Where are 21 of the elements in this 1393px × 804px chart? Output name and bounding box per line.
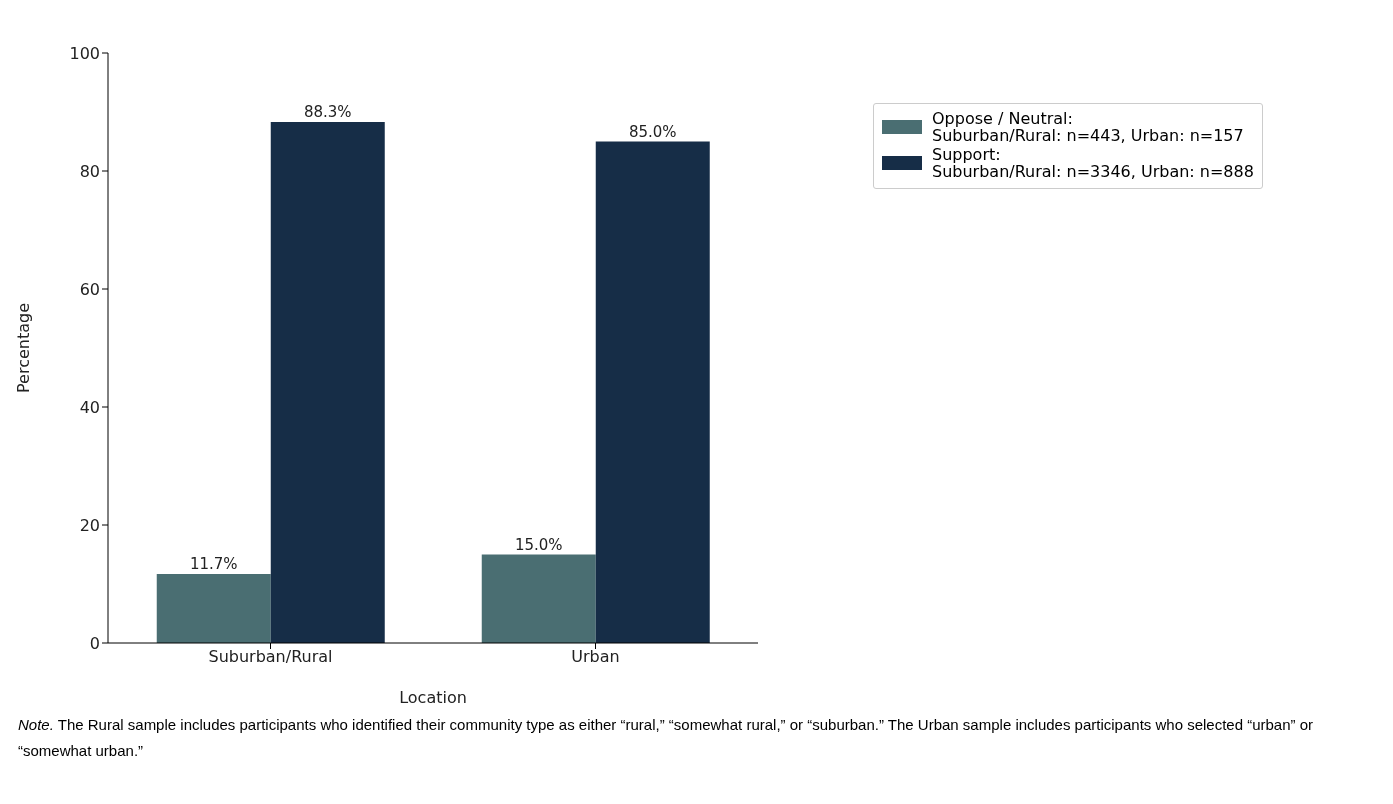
legend-label: Support: Suburban/Rural: n=3346, Urban: n=888 [932, 145, 1254, 181]
legend-label: Oppose / Neutral: Suburban/Rural: n=443, Urban: n=157 [932, 109, 1244, 145]
bar [270, 122, 385, 643]
y-tick-label: 60 [79, 279, 100, 299]
y-tick-label: 0 [89, 633, 100, 653]
y-tick-label: 80 [79, 161, 100, 181]
data-label: 15.0% [514, 535, 563, 554]
text: Note. The Rural sample includes participants who identified their community type as either “rural,” “somewhat rural,” or “suburban.” The Urban sample includes participants who selected “urban” or “somewhat urban.” [17, 715, 1315, 761]
data-label: 11.7% [189, 554, 238, 573]
x-tick-label: Urban [571, 647, 620, 667]
y-axis-title: Percentage [13, 302, 33, 394]
y-tick-label: 20 [79, 515, 100, 535]
data-label: 85.0% [628, 122, 677, 141]
y-tick-label: 40 [79, 397, 100, 417]
bar [156, 573, 271, 643]
y-tick-label: 100 [69, 43, 100, 63]
bar [481, 554, 596, 643]
x-tick-label: Suburban/Rural [208, 647, 333, 667]
data-label: 88.3% [303, 103, 352, 122]
bar [595, 141, 710, 643]
x-axis-title: Location [399, 688, 467, 707]
